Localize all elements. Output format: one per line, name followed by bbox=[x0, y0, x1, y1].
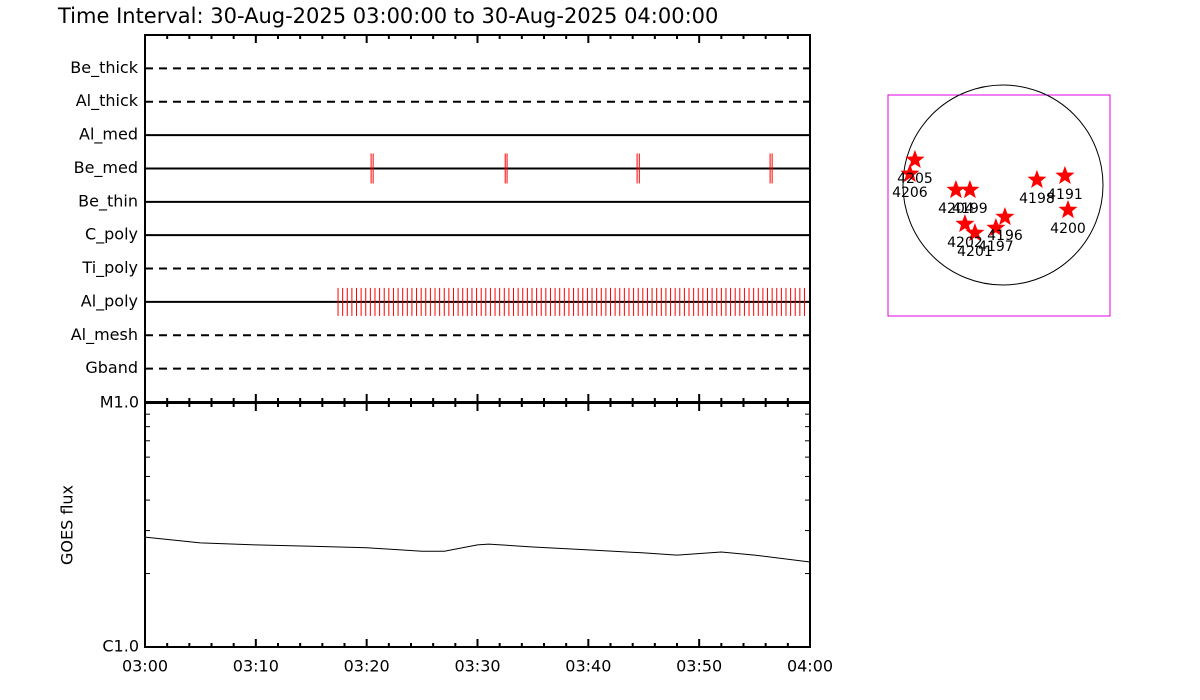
row-label: Al_poly bbox=[81, 291, 138, 311]
x-tick-label: 03:10 bbox=[233, 657, 279, 676]
row-label: Ti_poly bbox=[81, 258, 138, 278]
row-label: Be_thin bbox=[78, 191, 138, 211]
ar-marker bbox=[965, 223, 985, 242]
ar-label: 4198 bbox=[1019, 191, 1055, 207]
ar-label: 4204 bbox=[938, 201, 974, 217]
goes-line bbox=[144, 536, 811, 563]
ar-marker bbox=[1027, 169, 1047, 188]
ar-marker bbox=[946, 180, 966, 199]
x-tick-label: 03:50 bbox=[676, 657, 722, 676]
row-label: Al_med bbox=[79, 125, 138, 145]
ar-marker bbox=[986, 218, 1006, 237]
ar-label: 4199 bbox=[952, 201, 988, 217]
ar-label: 4200 bbox=[1050, 221, 1086, 237]
ar-label: 4191 bbox=[1047, 187, 1083, 203]
goes-frame bbox=[144, 402, 811, 648]
ar-label: 4201 bbox=[957, 244, 993, 260]
map-frame bbox=[887, 94, 1111, 317]
ar-label: 4196 bbox=[987, 228, 1023, 244]
row-label: C_poly bbox=[85, 225, 138, 245]
ar-label: 4205 bbox=[897, 171, 933, 187]
ar-marker bbox=[905, 149, 925, 168]
ar-label: 4197 bbox=[978, 239, 1014, 255]
timeline-frame bbox=[144, 34, 811, 403]
row-label: Be_thick bbox=[70, 58, 138, 78]
ar-marker bbox=[960, 180, 980, 199]
ar-marker bbox=[1055, 165, 1075, 184]
ar-marker bbox=[955, 214, 975, 233]
ar-label: 4202 bbox=[947, 235, 983, 251]
x-tick-label: 03:00 bbox=[122, 657, 168, 676]
row-label: Gband bbox=[85, 358, 138, 377]
x-tick-label: 03:20 bbox=[344, 657, 390, 676]
ar-marker bbox=[1058, 200, 1078, 219]
row-label: Be_med bbox=[74, 158, 138, 178]
title: Time Interval: 30-Aug-2025 03:00:00 to 3… bbox=[57, 4, 718, 28]
y-tick-label: M1.0 bbox=[100, 393, 139, 412]
solar-disk bbox=[902, 84, 1104, 286]
ar-marker bbox=[900, 163, 920, 182]
x-tick-label: 03:30 bbox=[454, 657, 500, 676]
row-label: Al_thick bbox=[76, 91, 139, 111]
x-tick-label: 04:00 bbox=[787, 657, 833, 676]
y-axis-label: GOES flux bbox=[58, 485, 77, 565]
ar-label: 4206 bbox=[892, 185, 928, 201]
y-tick-label: C1.0 bbox=[102, 637, 139, 656]
ar-marker bbox=[995, 207, 1015, 226]
row-label: Al_mesh bbox=[71, 325, 138, 345]
x-tick-label: 03:40 bbox=[565, 657, 611, 676]
